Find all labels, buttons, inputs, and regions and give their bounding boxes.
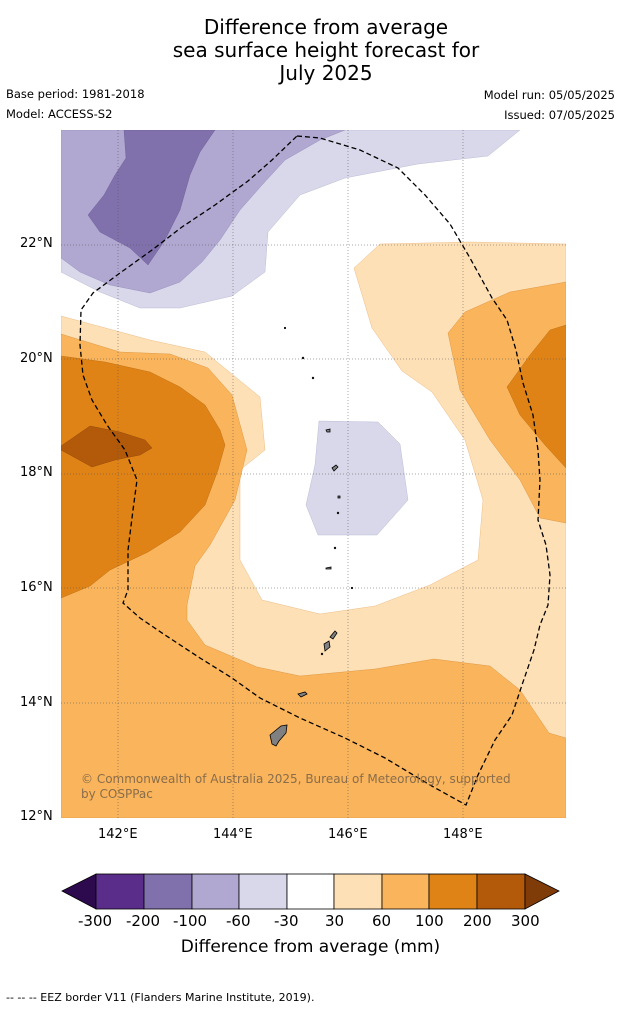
island-saipan (329, 630, 338, 640)
island-maug (301, 356, 305, 360)
contour-neg30-60-center (305, 420, 409, 536)
colorbar-title: Difference from average (mm) (180, 937, 441, 957)
lon-label-148e: 148°E (443, 827, 483, 842)
contour-200-300-west (61, 425, 153, 468)
island-tinian (323, 640, 331, 652)
island-pagan (331, 464, 339, 472)
island-sarigan (333, 546, 337, 550)
lon-label-142e: 142°E (98, 827, 138, 842)
island-guam (269, 724, 288, 747)
island-aguijan (320, 652, 324, 656)
colorbar-extend-high (524, 873, 560, 910)
lat-label-18n: 18°N (20, 465, 53, 480)
colorbar-tick-5: -30 (274, 912, 299, 930)
colorbar-tick-2: -200 (126, 912, 161, 930)
lat-label-14n: 14°N (20, 695, 53, 710)
islands (269, 326, 354, 747)
colorbar-tick-4: -60 (226, 912, 251, 930)
island-uracas (283, 326, 287, 330)
colorbar (61, 873, 560, 910)
lat-label-16n: 16°N (20, 580, 53, 595)
contour-neg100-200 (87, 130, 216, 266)
island-agrihan (325, 428, 331, 433)
colorbar-tick-6: 30 (325, 912, 345, 930)
colorbar-bin-8 (428, 873, 478, 910)
colorbar-tick-3: -100 (173, 912, 208, 930)
eez-border (79, 135, 551, 806)
colorbar-bin-2 (143, 873, 193, 910)
colorbar-tick-9: 200 (463, 912, 492, 930)
island-guguan (336, 511, 340, 515)
title-line-1: Difference from average (203, 15, 449, 39)
contour-100-200-east (506, 324, 566, 469)
model-run-label: Model run: 05/05/2025 (483, 88, 615, 102)
colorbar-bin-4 (238, 873, 288, 910)
chart-title: Difference from average sea surface heig… (0, 16, 621, 85)
eez-legend-text: -- -- -- EEZ border V11 (Flanders Marine… (6, 991, 315, 1004)
contour-60-100-east (447, 281, 566, 524)
colorbar-extend-low (61, 873, 97, 910)
colorbar-tick-10: 300 (511, 912, 540, 930)
lon-label-144e: 144°E (213, 827, 253, 842)
lat-label-12n: 12°N (20, 809, 53, 824)
lat-label-20n: 20°N (20, 351, 53, 366)
map-gridlines (61, 130, 566, 818)
copyright-notice: © Commonwealth of Australia 2025, Bureau… (81, 772, 511, 801)
colorbar-tick-8: 100 (415, 912, 444, 930)
contour-100-200-west (61, 355, 226, 599)
colorbar-tick-7: 60 (372, 912, 392, 930)
colorbar-bin-7 (381, 873, 430, 910)
colorbar-bin-6 (333, 873, 383, 910)
colorbar-tick-1: -300 (78, 912, 113, 930)
base-period-label: Base period: 1981-2018 (6, 87, 145, 101)
island-farallon-de-medinilla (350, 586, 354, 590)
lat-label-22n: 22°N (20, 236, 53, 251)
colorbar-bin-1 (95, 873, 145, 910)
colorbar-bin-3 (191, 873, 240, 910)
colorbar-bin-9 (476, 873, 526, 910)
island-anatahan (325, 566, 332, 570)
island-alamagan (337, 495, 341, 499)
issued-label: Issued: 07/05/2025 (504, 108, 615, 122)
model-label: Model: ACCESS-S2 (6, 107, 113, 121)
island-rota (297, 691, 308, 698)
title-line-2: sea surface height forecast for (172, 38, 480, 62)
lon-label-146e: 146°E (328, 827, 368, 842)
island-asuncion (311, 376, 315, 380)
title-line-3: July 2025 (279, 61, 373, 85)
colorbar-bin-5 (286, 873, 335, 910)
